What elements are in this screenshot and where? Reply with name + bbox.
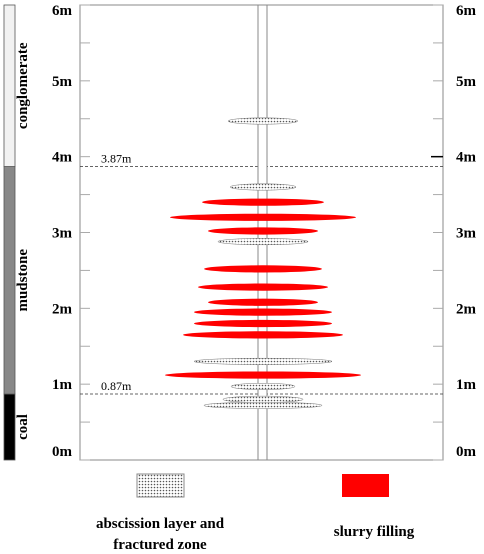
slurry-filling-zone (194, 319, 332, 328)
legend-fracture-label-line1: abscission layer and (96, 516, 225, 532)
stratum-coal (3, 393, 16, 461)
legend-fracture-swatch (136, 473, 185, 498)
depth-label-left: 0m (52, 444, 73, 460)
strata-labels: coal mudstone conglomerate (15, 42, 31, 440)
slurry-filling-zone (208, 298, 318, 306)
legend-slurry-swatch (342, 474, 389, 497)
slurry-filling-zone (194, 308, 332, 316)
fractured-zone (222, 395, 304, 403)
legend-fracture-label-line2: fractured zone (113, 537, 207, 553)
depth-label-left: 1m (52, 377, 73, 393)
stratum-mudstone (3, 166, 16, 395)
depth-scale-left: 0m 1m 2m 3m 4m 5m 6m (52, 3, 73, 460)
boundary-label: 0.87m (101, 379, 132, 393)
strata-column (3, 4, 16, 461)
slurry-filling-zone (165, 371, 361, 379)
depth-label-right: 4m (456, 150, 477, 166)
stratum-conglomerate (3, 4, 16, 167)
zones (165, 117, 361, 409)
depth-label-right: 6m (456, 3, 477, 19)
slurry-filling-zone (204, 265, 322, 273)
slurry-filling-zone (170, 213, 356, 221)
fractured-zone (203, 401, 323, 409)
slurry-filling-zone (208, 227, 318, 235)
depth-label-right: 1m (456, 377, 477, 393)
depth-label-right: 2m (456, 301, 477, 317)
depth-label-left: 2m (52, 301, 73, 317)
fractured-zone (227, 117, 299, 125)
fractured-zone (193, 357, 333, 365)
stratum-label-conglomerate: conglomerate (15, 42, 31, 129)
legend-slurry-label: slurry filling (334, 524, 415, 540)
fractured-zone (230, 382, 296, 390)
stratum-label-mudstone: mudstone (15, 249, 31, 312)
stratum-label-coal: coal (15, 414, 31, 440)
slurry-filling-zone (198, 283, 328, 291)
fractured-zone (229, 183, 297, 191)
legend: abscission layer and fractured zone slur… (96, 473, 415, 553)
depth-label-right: 5m (456, 74, 477, 90)
depth-label-left: 4m (52, 150, 73, 166)
slurry-filling-zone (183, 331, 343, 339)
slurry-filling-zone (202, 198, 324, 206)
depth-label-right: 3m (456, 226, 477, 242)
boundary-label: 3.87m (101, 152, 132, 166)
depth-ticks (80, 4, 443, 461)
depth-label-left: 6m (52, 3, 73, 19)
depth-label-left: 5m (52, 74, 73, 90)
depth-scale-right: 0m 1m 2m 3m 4m 5m 6m (456, 3, 477, 460)
fractured-zone (217, 238, 309, 246)
depth-label-right: 0m (456, 444, 477, 460)
depth-label-left: 3m (52, 226, 73, 242)
